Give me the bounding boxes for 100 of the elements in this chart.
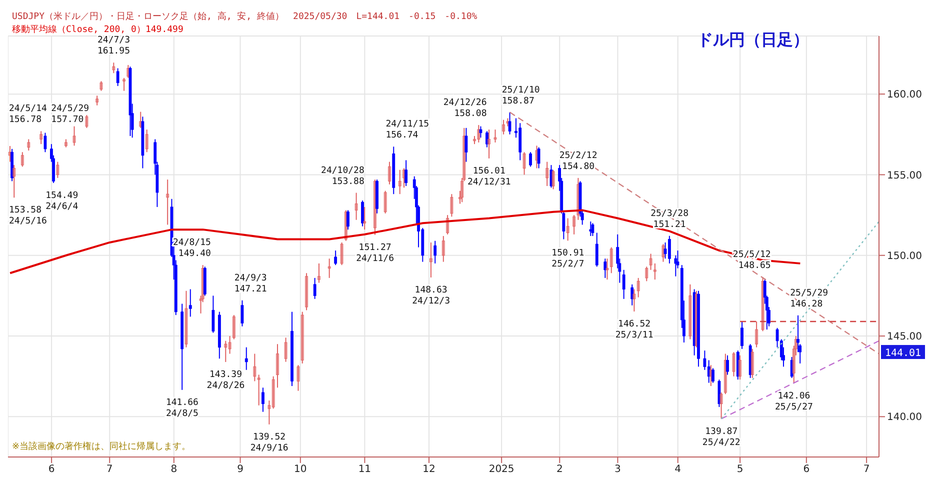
candlestick	[284, 337, 288, 362]
candlestick	[604, 258, 607, 278]
candlestick	[546, 161, 549, 187]
annotation: 25/3/28 151.21	[650, 208, 689, 230]
candlestick	[479, 126, 482, 138]
x-tick-label: 12	[422, 464, 436, 476]
annotation: 25/1/10 158.87	[502, 85, 540, 106]
candlestick	[477, 124, 480, 143]
candlestick	[12, 164, 16, 198]
candlestick	[446, 214, 449, 235]
candlestick	[56, 161, 60, 178]
y-tick-label: 160.00	[887, 90, 922, 101]
candlestick	[300, 311, 304, 364]
candlestick	[188, 288, 192, 318]
annotation: 142.06 25/5/27	[775, 391, 813, 412]
candlestick	[738, 354, 742, 380]
candlestick	[488, 129, 490, 159]
candlestick	[668, 235, 671, 264]
candlestick	[85, 114, 88, 128]
candlestick	[552, 169, 555, 190]
candlestick	[228, 336, 232, 354]
candlestick	[388, 161, 391, 185]
candlestick	[674, 254, 678, 277]
annotation: 150.91 25/2/7	[552, 248, 584, 270]
candlestick	[688, 284, 692, 340]
candlestick	[20, 152, 24, 168]
annotation: 139.87 25/4/22	[702, 426, 740, 448]
candlestick	[313, 277, 316, 300]
candlestick	[442, 236, 445, 262]
candlestick	[707, 360, 710, 384]
x-tick-label: 6	[48, 464, 55, 476]
candlestick	[100, 80, 103, 92]
candlestick	[750, 348, 754, 378]
candlestick	[268, 400, 271, 425]
candlestick	[40, 130, 43, 145]
candlestick	[244, 346, 248, 370]
x-tick-label: 4	[674, 464, 682, 476]
annotation: 151.27 24/11/6	[356, 242, 394, 264]
candlestick	[645, 266, 648, 282]
candlestick	[485, 130, 488, 148]
chart-title: ドル円（日足）	[697, 30, 809, 51]
candlestick	[473, 136, 476, 145]
candlestick	[328, 258, 331, 278]
candlestick	[232, 314, 236, 340]
candlestick	[622, 269, 626, 300]
candlestick	[122, 77, 126, 92]
candlestick	[384, 190, 387, 214]
candlestick	[64, 138, 68, 148]
x-tick-label: 2025	[488, 464, 514, 476]
candlestick	[334, 250, 338, 266]
candlestick	[184, 290, 188, 348]
candlestick	[610, 246, 613, 274]
candlestick	[145, 129, 148, 153]
candlestick	[305, 272, 308, 311]
candlestick	[761, 276, 764, 332]
candlestick	[240, 300, 244, 327]
candlestick	[606, 258, 609, 280]
candlestick	[363, 206, 366, 230]
candlestick	[595, 232, 598, 268]
candlestick	[508, 112, 512, 135]
candlestick	[464, 127, 468, 162]
x-tick-label: 8	[170, 464, 178, 476]
annotation: 24/9/3 147.21	[234, 273, 267, 294]
candlestick	[318, 262, 320, 284]
candlestick	[96, 95, 99, 106]
candlestick	[662, 244, 665, 262]
x-tick-label: 5	[736, 464, 744, 476]
candlestick	[340, 242, 344, 266]
candlestick	[630, 284, 634, 306]
annotation: 24/5/29 157.70	[51, 104, 90, 126]
candlestick	[72, 126, 76, 146]
candlestick	[262, 387, 264, 412]
candlestick	[572, 214, 576, 235]
candlestick	[718, 379, 721, 408]
candlestick	[790, 356, 794, 378]
text: 移動平均線（Close, 200, 0）149.499	[12, 25, 184, 35]
annotation: 25/5/29 146.28	[790, 288, 828, 310]
candlestick	[212, 295, 215, 334]
y-tick-label: 155.00	[887, 170, 922, 182]
candlestick	[664, 242, 667, 260]
y-tick-label: 150.00	[887, 250, 922, 262]
annotation: 24/11/15 156.74	[386, 120, 430, 141]
x-tick-label: 6	[803, 464, 810, 476]
annotation: 141.66 24/8/5	[166, 398, 198, 419]
annotation: 24/7/3 161.95	[98, 36, 130, 57]
candlestick	[712, 368, 714, 384]
chart-subtitle: USDJPY（米ドル／円）・日足・ローソク足（始, 高, 安, 終値） 2025/05/30 L=144.01 -0.15 -0.10%	[12, 10, 478, 23]
annotation: 139.52 24/9/16	[250, 432, 288, 454]
candlestick	[361, 200, 364, 227]
annotation: 25/2/12 154.80	[559, 150, 598, 172]
candlestick	[653, 262, 656, 280]
annotation: 143.39 24/8/26	[206, 370, 245, 391]
candlestick	[566, 218, 570, 242]
candlestick	[649, 253, 652, 270]
candlestick	[276, 344, 279, 388]
x-tick-label: 7	[106, 464, 113, 476]
x-tick-label: 9	[237, 464, 244, 476]
candlestick	[404, 160, 408, 187]
candlestick	[27, 138, 30, 152]
candlestick	[450, 194, 454, 218]
